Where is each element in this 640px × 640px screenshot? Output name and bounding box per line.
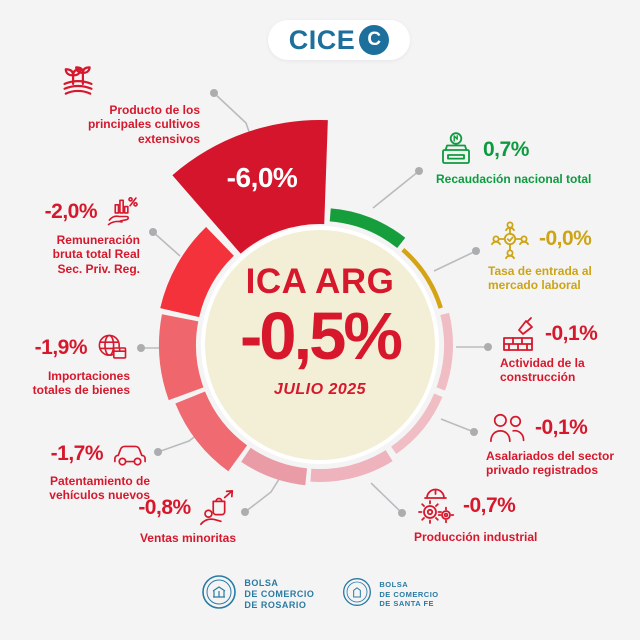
indicator-value: -2,0%	[44, 200, 98, 223]
index-period: JULIO 2025	[273, 381, 367, 399]
connector-dot	[415, 167, 423, 175]
indicator-asalariados: -0,1% Asalariados del sector privado reg…	[486, 410, 626, 478]
indicator-value: -0,7%	[463, 494, 516, 517]
donut-segment-construccion	[436, 312, 453, 391]
labor-network-icon	[488, 217, 532, 261]
donut-segment-tasa	[401, 248, 443, 309]
wage-chart-icon	[104, 194, 140, 230]
footer: BOLSA DE COMERCIO DE ROSARIO BOLSA DE CO…	[0, 574, 640, 615]
connector-dot	[137, 344, 145, 352]
bolsa-santafe-line2: DE COMERCIO	[379, 589, 439, 599]
indicator-value: 0,7%	[483, 138, 529, 161]
center-readout: ICA ARG -0,5% JULIO 2025	[200, 262, 440, 399]
bolsa-santafe-line1: BOLSA	[379, 580, 409, 590]
indicator-value: -0,8%	[138, 496, 191, 519]
employees-icon	[486, 410, 528, 446]
crop-icon	[56, 58, 194, 100]
connector-line	[152, 231, 181, 257]
indicator-importaciones: -1,9% Importaciones totales de bienes	[22, 330, 130, 398]
center-circle	[201, 226, 439, 464]
indicator-label: Ventas minoritas	[139, 531, 237, 545]
imports-globe-icon	[94, 330, 130, 366]
connector-line	[372, 170, 420, 209]
indicator-cultivos: Producto de los principales cultivos ext…	[56, 58, 200, 146]
connector-dot	[472, 247, 480, 255]
bolsa-santafe-line3: DE SANTA FE	[379, 599, 435, 609]
indicator-recaudacion: 0,7% Recaudación nacional total	[436, 131, 596, 186]
index-value: -0,5%	[239, 299, 403, 374]
bolsa-rosario-logo: BOLSA DE COMERCIO DE ROSARIO	[201, 574, 314, 615]
indicator-label: Producción industrial	[414, 530, 538, 544]
donut-segment-asalariados	[391, 393, 443, 454]
indicator-value: -1,9%	[34, 336, 88, 359]
industry-icon	[414, 485, 456, 527]
connector-dot	[484, 343, 492, 351]
indicator-label: Actividad de la construcción	[500, 356, 585, 385]
connector-dot	[241, 508, 249, 516]
indicator-label: Patentamiento de vehículos nuevos	[49, 474, 150, 503]
indicator-construccion: -0,1% Actividad de la construcción	[500, 315, 606, 385]
bolsa-rosario-line1: BOLSA	[244, 577, 279, 588]
indicator-remuneracion: -2,0% Remuneración bruta total Real Sec.…	[26, 194, 140, 276]
indicator-label: Tasa de entrada al mercado laboral	[488, 264, 592, 293]
indicator-value: -0,1%	[535, 416, 588, 439]
donut-segment-remuneracion	[160, 227, 234, 318]
donut-segment-patentamiento	[175, 391, 248, 472]
connector-dot	[210, 89, 218, 97]
connector-dot	[154, 448, 162, 456]
indicator-label: Recaudación nacional total	[436, 172, 592, 186]
indicator-label: Importaciones totales de bienes	[32, 369, 130, 398]
connector-dot	[398, 509, 406, 517]
cicec-logo-text: CICE	[288, 24, 356, 55]
indicator-value: -0,1%	[545, 322, 598, 345]
bolsa-rosario-seal-icon	[201, 574, 237, 615]
index-title: ICA ARG	[245, 262, 395, 301]
connector-line	[440, 418, 475, 433]
construction-icon	[500, 315, 538, 353]
bolsa-santafe-seal-icon	[342, 577, 372, 612]
connector-lines	[137, 89, 492, 517]
indicator-label: Remuneración bruta total Real Sec. Priv.…	[52, 233, 140, 276]
connector-dot	[470, 428, 478, 436]
money-box-icon	[436, 131, 476, 169]
indicator-label: Asalariados del sector privado registrad…	[486, 449, 615, 478]
wedge-value-label: -6,0%	[227, 162, 298, 193]
indicator-ventas: -0,8% Ventas minoritas	[130, 488, 246, 545]
car-icon	[110, 437, 150, 471]
bolsa-rosario-line3: DE ROSARIO	[244, 600, 307, 611]
indicator-value: -0,0%	[539, 227, 592, 250]
connector-dot	[149, 228, 157, 236]
bolsa-rosario-line2: DE COMERCIO	[244, 588, 315, 599]
donut-segments	[158, 120, 453, 486]
bolsa-santafe-logo: BOLSA DE COMERCIO DE SANTA FE	[342, 574, 438, 615]
donut-segment-importaciones	[158, 314, 204, 401]
indicator-tasa: -0,0% Tasa de entrada al mercado laboral	[488, 217, 604, 293]
donut-segment-ventas	[241, 447, 308, 486]
connector-line	[433, 250, 477, 272]
indicator-value: -1,7%	[50, 442, 104, 465]
indicator-label: Producto de los principales cultivos ext…	[87, 103, 200, 146]
donut-segment-recaudacion	[329, 208, 406, 248]
cicec-logo: CICE C	[268, 20, 410, 60]
indicator-produccion: -0,7% Producción industrial	[414, 485, 574, 544]
donut-segment-cultivos	[172, 120, 328, 254]
retail-hand-icon	[198, 488, 238, 528]
donut-segment-produccion	[310, 450, 393, 483]
connector-line	[370, 482, 403, 514]
indicator-patentamiento: -1,7% Patentamiento de vehículos nuevos	[40, 437, 150, 503]
cicec-logo-badge: C	[359, 25, 390, 55]
